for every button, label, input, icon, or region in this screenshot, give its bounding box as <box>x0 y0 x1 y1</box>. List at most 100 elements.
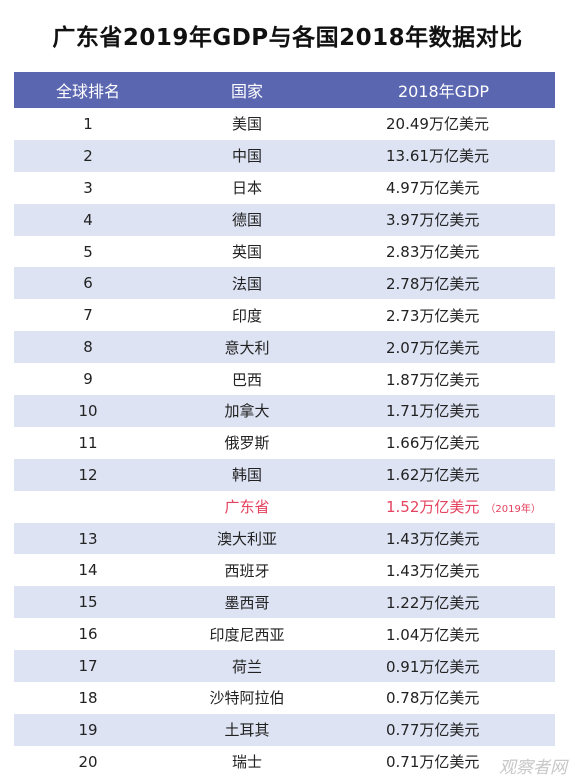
country-cell: 沙特阿拉伯 <box>209 689 285 708</box>
gdp-value: 0.77万亿美元 <box>386 721 480 740</box>
gdp-value: 2.07万亿美元 <box>386 338 480 357</box>
gdp-value: 3.97万亿美元 <box>386 211 480 230</box>
gdp-value: 1.04万亿美元 <box>386 625 480 644</box>
country-cell: 日本 <box>231 179 262 198</box>
gdp-value: 1.22万亿美元 <box>386 593 480 612</box>
header-gdp: 2018年GDP <box>397 82 490 101</box>
country-cell: 加拿大 <box>224 402 270 421</box>
table-row: 15 墨西哥 1.22万亿美元 <box>14 586 555 619</box>
table-body: 1 美国 20.49万亿美元 2 中国 13.61万亿美元 3 日本 4.97万亿美元 4 德国 3.… <box>14 108 555 778</box>
rank-cell: 4 <box>83 210 93 229</box>
rank-cell: 18 <box>78 688 98 707</box>
rank-cell: 2 <box>83 146 93 165</box>
country-cell: 土耳其 <box>224 721 270 740</box>
gdp-value: 13.61万亿美元 <box>386 147 489 166</box>
table-row: 18 沙特阿拉伯 0.78万亿美元 <box>14 682 555 714</box>
table-row: 4 德国 3.97万亿美元 <box>14 203 555 236</box>
gdp-cell: 1.04万亿美元 <box>332 624 555 645</box>
gdp-cell: 2.73万亿美元 <box>332 305 555 326</box>
rank-cell: 12 <box>78 465 98 484</box>
table-row: 1 美国 20.49万亿美元 <box>14 108 555 140</box>
country-cell: 美国 <box>231 115 262 134</box>
gdp-value: 2.83万亿美元 <box>386 243 480 261</box>
country-cell: 广东省 <box>224 498 270 517</box>
table-row: 10 加拿大 1.71万亿美元 <box>14 395 555 427</box>
header-country: 国家 <box>230 82 263 101</box>
gdp-value: 2.78万亿美元 <box>386 274 480 293</box>
gdp-cell: 2.83万亿美元 <box>332 241 555 262</box>
table-row: 6 法国 2.78万亿美元 <box>14 267 555 300</box>
header-rank: 全球排名 <box>55 82 120 101</box>
rank-cell: 20 <box>78 752 98 771</box>
rank-cell: 7 <box>83 306 93 325</box>
gdp-value: 1.43万亿美元 <box>386 530 480 549</box>
gdp-cell: 1.87万亿美元 <box>332 369 555 390</box>
country-cell: 意大利 <box>224 338 270 357</box>
watermark-logo: 观察者网 <box>499 758 567 778</box>
table-row: 9 巴西 1.87万亿美元 <box>14 363 555 396</box>
table-row: 13 澳大利亚 1.43万亿美元 <box>14 522 555 555</box>
country-cell: 巴西 <box>231 370 262 389</box>
table-row: 19 土耳其 0.77万亿美元 <box>14 713 555 746</box>
country-cell: 澳大利亚 <box>216 530 277 549</box>
rank-cell: 5 <box>83 242 93 261</box>
rank-cell: 19 <box>78 720 98 739</box>
table-row: 2 中国 13.61万亿美元 <box>14 139 555 172</box>
table-row: 16 印度尼西亚 1.04万亿美元 <box>14 618 555 651</box>
gdp-value: 1.62万亿美元 <box>386 466 480 485</box>
rank-cell: 8 <box>83 338 93 357</box>
gdp-value: 20.49万亿美元 <box>386 115 489 134</box>
gdp-cell: 3.97万亿美元 <box>332 209 555 230</box>
gdp-value: 1.71万亿美元 <box>386 402 480 421</box>
gdp-value: 1.87万亿美元 <box>386 370 480 389</box>
gdp-cell: 1.71万亿美元 <box>332 400 555 421</box>
gdp-value: 4.97万亿美元 <box>386 179 480 198</box>
rank-cell: 3 <box>83 178 93 197</box>
gdp-cell: 1.43万亿美元 <box>332 560 555 581</box>
country-cell: 韩国 <box>231 466 262 485</box>
table-row: 14 西班牙 1.43万亿美元 <box>14 554 555 587</box>
gdp-cell: 0.77万亿美元 <box>332 719 555 740</box>
rank-cell: 6 <box>83 274 93 293</box>
country-cell: 瑞士 <box>231 753 262 772</box>
gdp-value: 0.78万亿美元 <box>386 689 480 708</box>
gdp-cell: 1.62万亿美元 <box>332 464 555 485</box>
gdp-cell: 1.43万亿美元 <box>332 528 555 549</box>
table-row: 17 荷兰 0.91万亿美元 <box>14 650 555 683</box>
gdp-cell: 0.71万亿美元 <box>332 751 555 772</box>
page-title: 广东省2019年GDP与各国2018年数据对比 <box>52 25 523 51</box>
rank-cell: 17 <box>78 657 98 676</box>
country-cell: 俄罗斯 <box>224 434 270 453</box>
rank-cell: 11 <box>78 433 98 452</box>
table-row: 12 韩国 1.62万亿美元 <box>14 458 555 491</box>
gdp-cell: 2.78万亿美元 <box>332 273 555 294</box>
rank-cell: 1 <box>83 114 93 133</box>
rank-cell: 16 <box>78 625 98 644</box>
gdp-cell: 1.22万亿美元 <box>332 592 555 613</box>
rank-cell: 14 <box>78 561 98 580</box>
table-header-row: 全球排名 国家 2018年GDP <box>14 72 555 108</box>
table-row: 8 意大利 2.07万亿美元 <box>14 331 555 364</box>
country-cell: 德国 <box>231 211 262 230</box>
gdp-cell: 20.49万亿美元 <box>332 113 555 134</box>
gdp-cell: 0.78万亿美元 <box>332 687 555 708</box>
rank-cell: 9 <box>83 370 93 389</box>
gdp-value: 0.91万亿美元 <box>386 657 480 676</box>
table-row: 5 英国 2.83万亿美元 <box>14 235 555 268</box>
country-cell: 印度尼西亚 <box>209 625 285 644</box>
country-cell: 荷兰 <box>231 657 262 676</box>
gdp-value: 1.66万亿美元 <box>386 434 480 453</box>
country-cell: 法国 <box>231 274 262 293</box>
gdp-table: 全球排名 国家 2018年GDP 1 美国 20.49万亿美元 2 中国 13.61万亿美… <box>14 72 555 778</box>
gdp-cell: 13.61万亿美元 <box>332 145 555 166</box>
gdp-value: 0.71万亿美元 <box>386 753 480 772</box>
table-row: 20 瑞士 0.71万亿美元 <box>14 745 555 778</box>
gdp-cell: 4.97万亿美元 <box>332 177 555 198</box>
rank-cell: 15 <box>78 593 98 612</box>
rank-cell: 13 <box>78 529 98 548</box>
country-cell: 西班牙 <box>224 561 270 580</box>
gdp-note: （2019年） <box>485 504 541 516</box>
table-row: 7 印度 2.73万亿美元 <box>14 299 555 332</box>
country-cell: 印度 <box>231 306 262 325</box>
gdp-value: 1.52万亿美元 <box>386 498 480 517</box>
